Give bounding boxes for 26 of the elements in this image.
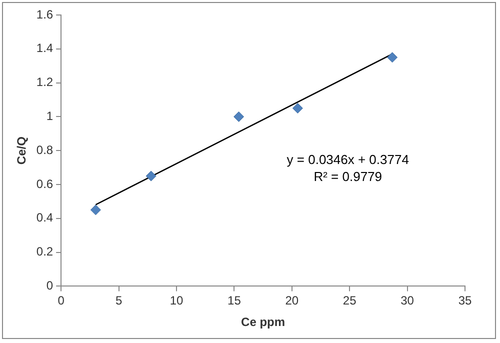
point xyxy=(292,102,303,114)
y-tick-label: 1.2 xyxy=(36,75,54,90)
x-tick-label: 25 xyxy=(342,294,357,308)
x-tick-label: 15 xyxy=(228,294,242,308)
x-tick-label: 0 xyxy=(58,294,65,308)
y-tick-label: 1 xyxy=(46,109,54,124)
y-tick-label: 0.2 xyxy=(36,244,54,259)
annotation: y = 0.0346x + 0.3774 xyxy=(286,152,409,168)
x-tick-label: 30 xyxy=(400,294,414,308)
x-tick-label: 35 xyxy=(458,294,472,308)
y-tick-label: 0.8 xyxy=(36,142,54,157)
y-tick-label: 1.4 xyxy=(36,41,54,56)
annotation: R² = 0.9779 xyxy=(314,169,382,184)
y-tick-label: 1.6 xyxy=(36,7,54,22)
point xyxy=(146,170,156,182)
y-tick-label: 0.4 xyxy=(36,210,54,225)
point xyxy=(90,204,101,216)
x-tick-label: 5 xyxy=(115,294,122,308)
point xyxy=(387,52,398,63)
y-tick-label: 0 xyxy=(46,278,54,293)
y-axis-title: Ce/Q xyxy=(14,136,29,165)
y-tick-label: 0.6 xyxy=(36,176,54,191)
x-tick-label: 10 xyxy=(170,294,184,308)
x-axis-title: Ce ppm xyxy=(241,315,286,330)
point xyxy=(234,111,244,122)
x-tick-label: 20 xyxy=(285,294,299,308)
